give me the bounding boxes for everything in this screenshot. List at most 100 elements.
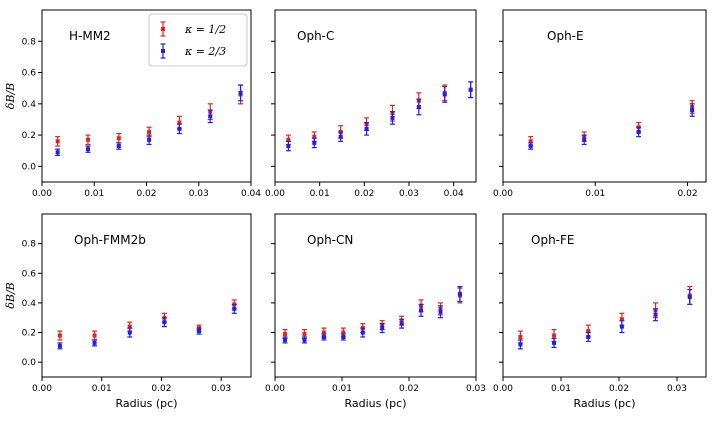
x-tick-label: 0.01 [585,189,605,199]
legend-label: κ = 1/2 [184,23,226,36]
y-axis-label: δB/B [4,282,17,309]
data-point [85,137,90,142]
data-point [360,330,365,335]
y-tick-label: 0.0 [22,358,37,368]
data-point [419,308,424,313]
series-kappa-two-thirds [55,84,244,157]
legend-entry: κ = 1/2 [160,21,226,37]
y-tick-label: 0.4 [22,299,37,309]
plot-frame [502,9,707,183]
data-point [687,294,692,299]
data-point [468,87,473,92]
series-kappa-two-thirds [517,288,693,350]
x-tick-label: 0.00 [493,189,513,199]
x-axis-label: Radius (pc) [574,397,636,410]
data-point [338,134,343,139]
data-point [57,333,62,338]
panel-oph-c: 0.00 0.01 0.02 0.03 0.04 Oph-C [265,9,477,199]
x-tick-label: 0.01 [84,189,104,199]
data-point [586,329,591,334]
data-point [619,324,624,329]
legend-entry: κ = 2/3 [160,43,226,59]
legend-box [148,13,248,67]
data-point [619,317,624,322]
x-axis-label: Radius (pc) [345,397,407,410]
data-point [302,337,307,342]
x-tick-label: 0.01 [92,384,112,394]
x-tick-label: 0.00 [32,189,52,199]
data-point [312,140,317,145]
y-tick-label: 0.8 [22,37,37,47]
panel-title: Oph-C [297,29,334,43]
data-point [238,90,243,95]
data-point [283,337,288,342]
data-point [636,129,641,134]
y-tick-label: 0.0 [22,162,37,172]
data-point [312,134,317,139]
data-point [302,332,307,337]
y-tick-label: 0.2 [22,329,36,339]
legend-label: κ = 2/3 [184,45,226,58]
series-kappa-two-thirds [282,286,463,344]
data-point [92,333,97,338]
data-point [197,329,202,334]
x-tick-label: 0.00 [32,384,52,394]
legend: κ = 1/2 κ = 2/3 [148,13,248,67]
data-point [57,343,62,348]
series-kappa-half [57,299,237,341]
data-point [147,129,152,134]
x-tick-label: 0.02 [678,189,698,199]
x-tick-label: 0.03 [399,189,419,199]
legend-marker [161,49,165,53]
data-point [321,334,326,339]
data-point [162,320,167,325]
y-tick-label: 0.8 [22,240,37,250]
data-point [127,324,132,329]
panel-oph-cn: 0.00 0.01 0.02 0.03 Oph-CN Radius (pc) [265,213,486,410]
data-point [582,137,587,142]
panel-title: Oph-FE [531,233,574,247]
y-tick-label: 0.6 [22,69,37,79]
data-point [232,306,237,311]
data-point [147,137,152,142]
x-tick-label: 0.02 [399,384,419,394]
x-tick-label: 0.02 [354,189,374,199]
x-tick-label: 0.01 [332,384,352,394]
data-point [286,144,291,149]
data-point [390,115,395,120]
data-point [552,333,557,338]
x-tick-label: 0.02 [151,384,171,394]
data-point [518,342,523,347]
data-point [341,330,346,335]
x-tick-label: 0.03 [211,384,231,394]
series-kappa-two-thirds [285,81,474,152]
data-point [177,126,182,131]
x-tick-label: 0.01 [310,189,330,199]
legend-marker [161,27,165,31]
panel-oph-e: 0.00 0.01 0.02 Oph-E [493,9,707,199]
data-point [518,334,523,339]
data-point [653,312,658,317]
data-point [283,332,288,337]
data-point [116,144,121,149]
y-axis-label: δB/B [4,83,17,110]
series-kappa-half [528,100,695,147]
x-tick-label: 0.04 [444,189,464,199]
panel-title: H-MM2 [69,29,111,43]
data-point [85,147,90,152]
y-tick-label: 0.4 [22,100,37,110]
data-point [416,104,421,109]
series-kappa-half [517,286,693,344]
data-point [399,321,404,326]
panel-title: Oph-E [547,29,584,43]
data-point [208,114,213,119]
data-point [528,139,533,144]
series-kappa-two-thirds [528,103,695,150]
x-tick-label: 0.00 [265,384,285,394]
panel-oph-fmm2b: 0.00 0.01 0.02 0.03 0.0 0.2 0.4 0.6 0.8 Oph-FMM2b… [4,213,252,410]
x-axis-label: Radius (pc) [116,397,178,410]
x-tick-label: 0.03 [189,189,209,199]
plot-frame [274,9,477,183]
x-tick-label: 0.03 [466,384,486,394]
